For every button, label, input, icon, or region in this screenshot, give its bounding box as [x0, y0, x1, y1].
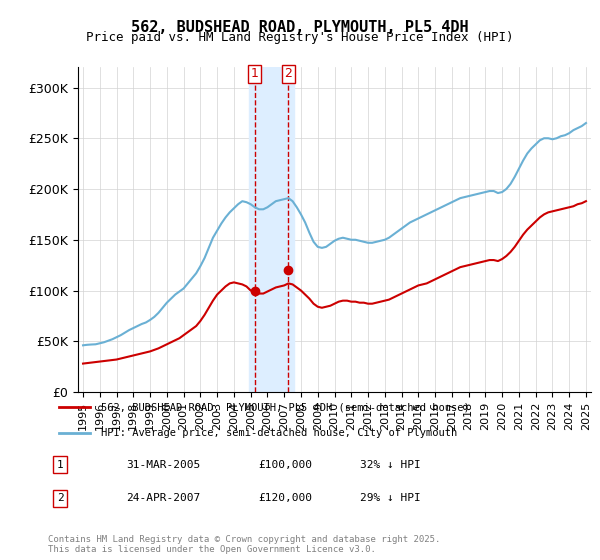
- Text: Contains HM Land Registry data © Crown copyright and database right 2025.
This d: Contains HM Land Registry data © Crown c…: [48, 535, 440, 554]
- Text: 31-MAR-2005: 31-MAR-2005: [126, 460, 200, 470]
- Text: 2: 2: [56, 493, 64, 503]
- Text: 32% ↓ HPI: 32% ↓ HPI: [360, 460, 421, 470]
- Text: Price paid vs. HM Land Registry's House Price Index (HPI): Price paid vs. HM Land Registry's House …: [86, 31, 514, 44]
- Text: 24-APR-2007: 24-APR-2007: [126, 493, 200, 503]
- Bar: [249, 67, 294, 392]
- Text: £100,000: £100,000: [258, 460, 312, 470]
- Text: 562, BUDSHEAD ROAD, PLYMOUTH, PL5 4DH: 562, BUDSHEAD ROAD, PLYMOUTH, PL5 4DH: [131, 20, 469, 35]
- Text: £120,000: £120,000: [258, 493, 312, 503]
- Text: 562, BUDSHEAD ROAD, PLYMOUTH, PL5 4DH (semi-detached house): 562, BUDSHEAD ROAD, PLYMOUTH, PL5 4DH (s…: [101, 403, 470, 412]
- Text: 2: 2: [284, 67, 292, 80]
- Text: 29% ↓ HPI: 29% ↓ HPI: [360, 493, 421, 503]
- Text: HPI: Average price, semi-detached house, City of Plymouth: HPI: Average price, semi-detached house,…: [101, 428, 457, 437]
- Text: 1: 1: [56, 460, 64, 470]
- Text: 1: 1: [251, 67, 259, 80]
